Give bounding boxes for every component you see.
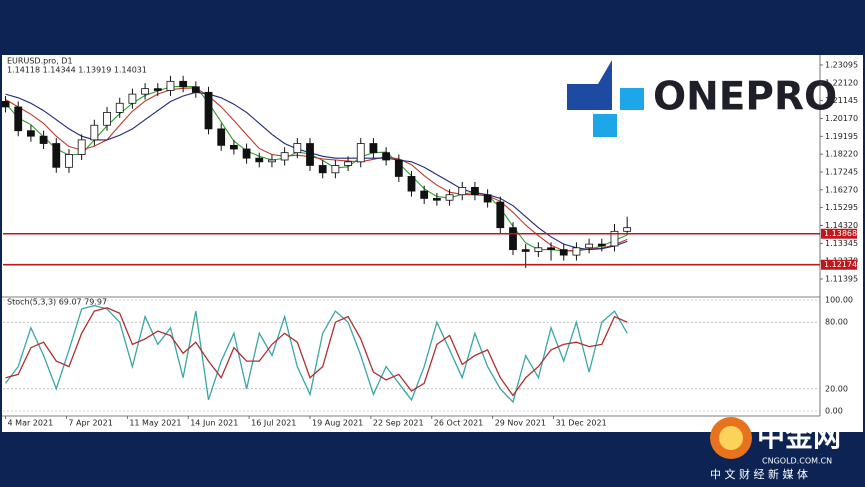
y-tick-label: 1.19195 bbox=[825, 132, 858, 141]
candle-body bbox=[204, 91, 213, 130]
y-tick-label: 1.20170 bbox=[825, 114, 858, 123]
moving-average bbox=[5, 91, 628, 251]
logo-icon bbox=[719, 426, 743, 450]
candle-body bbox=[369, 143, 378, 154]
onepro-logo: ONEPRO bbox=[567, 60, 837, 137]
candle-body bbox=[153, 88, 162, 91]
candle-body bbox=[141, 88, 149, 95]
candle-body bbox=[597, 243, 606, 247]
candle-body bbox=[103, 112, 111, 126]
candle-body bbox=[1, 101, 10, 108]
level-label: 1.12174 bbox=[824, 260, 857, 269]
logo-shape bbox=[593, 114, 617, 137]
brand-name: ONEPRO bbox=[653, 75, 837, 120]
candle-body bbox=[293, 143, 302, 154]
y-tick-label: 1.14320 bbox=[825, 221, 858, 230]
x-tick-label: 29 Nov 2021 bbox=[495, 419, 546, 428]
stochastic-line bbox=[5, 307, 628, 397]
chart-panel bbox=[2, 55, 863, 432]
candle-body bbox=[344, 161, 352, 166]
candle-body bbox=[52, 143, 61, 168]
logo-shape bbox=[567, 60, 612, 110]
site-logo: 中金网 CNGOLD.COM.CN 中 文 财 经 新 媒 体 bbox=[710, 417, 841, 481]
site-tagline: 中 文 财 经 新 媒 体 bbox=[710, 467, 808, 481]
level-label: 1.13868 bbox=[824, 229, 857, 238]
candle-body bbox=[318, 165, 327, 174]
candle-body bbox=[306, 143, 314, 166]
y-tick-label: 1.16270 bbox=[825, 185, 858, 194]
candle-body bbox=[496, 201, 505, 229]
candle-body bbox=[547, 247, 555, 251]
chart-title: EURUSD.pro, D1 bbox=[7, 57, 73, 66]
candle-body bbox=[191, 86, 200, 93]
candle-body bbox=[445, 194, 454, 201]
candle-body bbox=[458, 187, 467, 196]
x-tick-label: 31 Dec 2021 bbox=[556, 419, 607, 428]
candle-body bbox=[255, 157, 264, 163]
y-tick-label: 100.00 bbox=[825, 296, 853, 305]
level-label-box bbox=[821, 259, 857, 270]
candle-body bbox=[559, 249, 568, 256]
site-url: CNGOLD.COM.CN bbox=[762, 457, 832, 466]
candle-body bbox=[534, 247, 543, 252]
ohlc-readout: 1.14118 1.14344 1.13919 1.14031 bbox=[7, 66, 147, 75]
x-tick-label: 7 Apr 2021 bbox=[68, 419, 112, 428]
x-tick-label: 11 May 2021 bbox=[129, 419, 181, 428]
x-tick-label: 26 Oct 2021 bbox=[434, 419, 483, 428]
candle-body bbox=[356, 143, 365, 163]
logo-shape bbox=[620, 88, 644, 110]
moving-average bbox=[5, 87, 628, 252]
y-tick-label: 1.22120 bbox=[825, 78, 858, 87]
candle-body bbox=[217, 128, 226, 146]
stoch-title: Stoch(5,3,3) 69.07 79.97 bbox=[7, 298, 107, 307]
x-tick-label: 19 Aug 2021 bbox=[312, 419, 363, 428]
candle-body bbox=[179, 80, 188, 88]
candle-body bbox=[14, 106, 23, 132]
candle-body bbox=[280, 152, 289, 161]
candle-body bbox=[229, 144, 238, 150]
y-tick-label: 80.00 bbox=[825, 318, 848, 327]
candle-body bbox=[331, 165, 340, 174]
candle-body bbox=[509, 227, 517, 251]
candle-body bbox=[521, 249, 530, 252]
level-label-box bbox=[821, 228, 857, 239]
candle-body bbox=[128, 93, 137, 104]
x-tick-label: 4 Mar 2021 bbox=[8, 419, 54, 428]
site-name: 中金网 bbox=[757, 420, 841, 453]
y-tick-label: 1.21145 bbox=[825, 96, 858, 105]
candle-body bbox=[610, 230, 619, 247]
candle-body bbox=[27, 130, 35, 137]
candle-body bbox=[268, 159, 276, 163]
candle-body bbox=[572, 247, 581, 256]
y-tick-label: 1.23095 bbox=[825, 60, 858, 69]
candle-body bbox=[382, 152, 391, 161]
candle-body bbox=[166, 80, 175, 91]
y-tick-label: 20.00 bbox=[825, 384, 848, 393]
candle-body bbox=[432, 198, 441, 201]
x-tick-label: 16 Jul 2021 bbox=[251, 419, 296, 428]
x-tick-label: 14 Jun 2021 bbox=[190, 419, 238, 428]
candle-body bbox=[420, 190, 429, 199]
candle-body bbox=[77, 139, 86, 155]
y-tick-label: 1.17245 bbox=[825, 167, 858, 176]
candle-body bbox=[242, 148, 251, 159]
y-tick-label: 1.11395 bbox=[825, 274, 858, 283]
candle-body bbox=[394, 159, 403, 177]
y-tick-label: 1.13345 bbox=[825, 239, 858, 248]
candle-body bbox=[115, 102, 124, 113]
candle-body bbox=[65, 154, 73, 168]
y-tick-label: 0.00 bbox=[825, 407, 843, 416]
y-tick-label: 1.18220 bbox=[825, 150, 858, 159]
x-tick-label: 22 Sep 2021 bbox=[373, 419, 424, 428]
candle-body bbox=[39, 135, 48, 144]
candle-body bbox=[407, 176, 416, 192]
candle-body bbox=[585, 243, 594, 249]
y-tick-label: 1.15295 bbox=[825, 203, 858, 212]
candle-body bbox=[90, 124, 99, 141]
stochastic-line bbox=[4, 304, 628, 404]
candle-body bbox=[471, 187, 479, 196]
candle-body bbox=[623, 227, 632, 232]
candle-body bbox=[483, 194, 492, 203]
